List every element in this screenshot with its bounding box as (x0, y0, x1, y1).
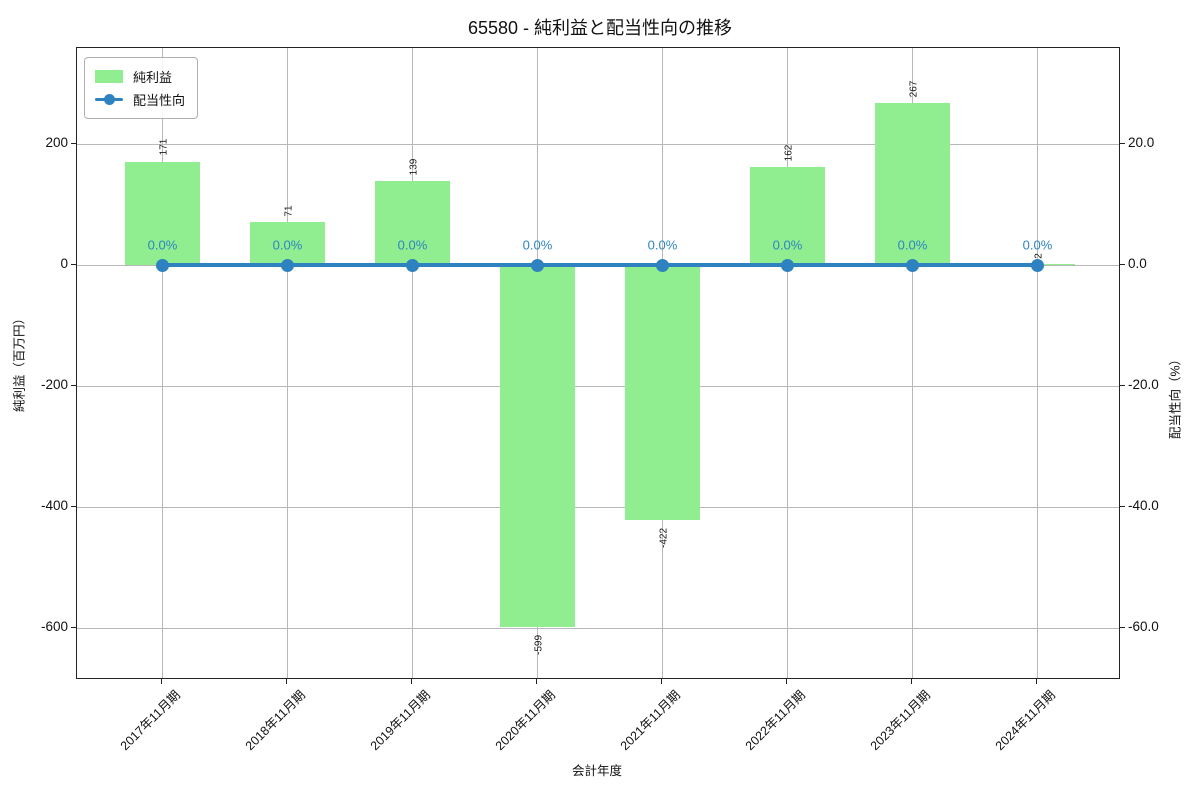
x-tick-label: 2018年11月期 (242, 687, 309, 754)
gridline-v (1037, 48, 1038, 678)
payout-point-label: 0.0% (647, 237, 678, 253)
x-tick-label: 2022年11月期 (742, 687, 809, 754)
y-tick-left (71, 142, 76, 144)
payout-marker (781, 258, 794, 272)
payout-point-label: 0.0% (522, 237, 553, 253)
gridline-v (787, 48, 788, 678)
bar (125, 161, 200, 265)
x-tick (411, 678, 412, 684)
x-tick-label: 2017年11月期 (117, 687, 184, 754)
bar (875, 103, 950, 265)
bar (625, 265, 700, 521)
bar (250, 222, 325, 265)
payout-marker (656, 258, 669, 272)
y-tick-left (71, 384, 76, 386)
y-tick-left (71, 263, 76, 265)
y-tick-right (1119, 384, 1125, 386)
gridline-v (412, 48, 413, 678)
payout-point-label: 0.0% (772, 237, 803, 253)
y-tick-left (71, 505, 76, 507)
gridline-h (77, 143, 1119, 145)
gridline-v (912, 48, 913, 678)
y-tick-label-left: -400 (40, 498, 68, 513)
payout-marker (281, 258, 294, 272)
y-tick-label-right: -60.0 (1128, 619, 1159, 634)
y-axis-label-left: 純利益（百万円） (12, 311, 27, 413)
y-tick-label-right: 0.0 (1128, 256, 1147, 271)
x-tick-label: 2021年11月期 (617, 687, 684, 754)
y-tick-right (1119, 505, 1125, 507)
y-tick-label-left: -200 (40, 377, 68, 392)
bar-swatch-icon (95, 70, 123, 83)
x-axis-label: 会計年度 (571, 764, 622, 778)
line-marker-swatch-icon (95, 93, 123, 106)
bar-value-label: -422 (658, 527, 669, 548)
line-layer: 0.0% 0.0% 0.0% 0.0% 0.0% 0.0% 0.0% 0.0% (77, 48, 1119, 678)
bar-value-label: 2 (1033, 252, 1044, 259)
x-tick (161, 678, 162, 684)
legend-item-payout-ratio: 配当性向 (95, 88, 185, 111)
y-tick-label-right: 20.0 (1128, 135, 1155, 150)
bar-value-label: -599 (533, 634, 544, 655)
y-tick-label-right: -40.0 (1128, 498, 1159, 513)
gridline-v (162, 48, 163, 678)
payout-point-label: 0.0% (272, 237, 303, 253)
bar-value-label: 162 (783, 144, 794, 162)
x-tick-label: 2024年11月期 (992, 687, 1059, 754)
legend: 純利益 配当性向 (84, 57, 199, 119)
x-tick-label: 2019年11月期 (367, 687, 434, 754)
y-tick-right (1119, 263, 1125, 265)
bar-value-label: 171 (158, 138, 169, 156)
legend-label-payout-ratio: 配当性向 (133, 93, 186, 108)
payout-point-label: 0.0% (897, 237, 928, 253)
payout-marker (531, 258, 544, 272)
y-tick-left (71, 626, 76, 628)
gridline-v (287, 48, 288, 678)
bar-layer: 171 71 139 -599 -422 162 267 2 (77, 48, 1119, 678)
gridline-h (77, 385, 1119, 387)
payout-point-label: 0.0% (397, 237, 428, 253)
bar (375, 180, 450, 265)
bar (750, 166, 825, 265)
payout-marker (906, 258, 919, 272)
plot-area: 171 71 139 -599 -422 162 267 2 0.0% 0.0% 0.0% 0.0%… (76, 47, 1120, 679)
y-tick-label-left: 0 (60, 256, 68, 271)
payout-line (162, 263, 1038, 267)
y-tick-right (1119, 626, 1125, 628)
x-tick (286, 678, 287, 684)
bar (500, 265, 575, 628)
payout-marker (406, 258, 419, 272)
bar-value-label: 267 (908, 80, 919, 98)
x-tick-label: 2020年11月期 (492, 687, 559, 754)
payout-marker (156, 258, 169, 272)
bar-value-label: 139 (408, 158, 419, 175)
legend-label-net-profit: 純利益 (133, 70, 173, 85)
x-tick (1036, 678, 1037, 684)
y-tick-label-right: -20.0 (1128, 377, 1159, 392)
x-tick (536, 678, 537, 684)
payout-marker (1031, 258, 1044, 272)
y-tick-label-left: 200 (45, 135, 68, 150)
y-axis-label-right: 配当性向（%） (1168, 352, 1183, 440)
y-tick-label-left: -600 (40, 619, 68, 634)
x-tick-label: 2023年11月期 (867, 687, 934, 754)
payout-point-label: 0.0% (1022, 237, 1053, 253)
chart-title: 65580 - 純利益と配当性向の推移 (467, 18, 733, 38)
gridline-h (77, 627, 1119, 629)
x-tick (786, 678, 787, 684)
legend-item-net-profit: 純利益 (95, 65, 185, 88)
x-tick (661, 678, 662, 684)
x-tick (911, 678, 912, 684)
gridline-h (77, 506, 1119, 508)
y-tick-right (1119, 142, 1125, 144)
bar-value-label: 71 (283, 205, 294, 217)
payout-point-label: 0.0% (147, 237, 178, 253)
